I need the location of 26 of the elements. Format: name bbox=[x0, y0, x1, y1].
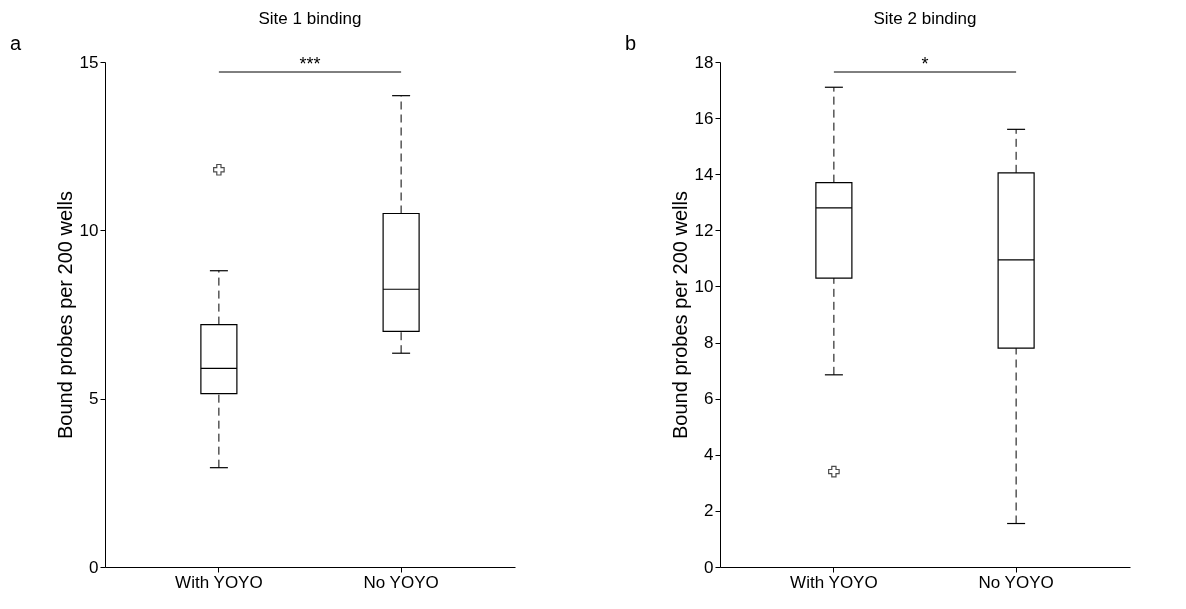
y-tick-label: 14 bbox=[694, 164, 714, 184]
y-tick-label: 5 bbox=[89, 389, 99, 409]
y-tick-label: 10 bbox=[694, 276, 714, 296]
y-tick-label: 6 bbox=[704, 389, 714, 409]
y-axis-title: Bound probes per 200 wells bbox=[53, 191, 76, 439]
y-tick-label: 10 bbox=[79, 220, 99, 240]
y-tick-label: 0 bbox=[704, 557, 714, 577]
chart-title: Site 1 binding bbox=[258, 9, 362, 28]
y-tick-label: 12 bbox=[694, 220, 714, 240]
chart-title: Site 2 binding bbox=[873, 9, 977, 28]
text: a bbox=[10, 32, 22, 54]
y-axis-title: Bound probes per 200 wells bbox=[668, 191, 691, 439]
text: b bbox=[625, 32, 637, 54]
x-tick-label: With YOYO bbox=[790, 572, 878, 592]
x-tick-label: No YOYO bbox=[363, 572, 439, 592]
y-tick-label: 0 bbox=[89, 557, 99, 577]
y-tick-label: 15 bbox=[79, 52, 99, 72]
y-tick-label: 18 bbox=[694, 52, 714, 72]
y-tick-label: 2 bbox=[704, 501, 714, 521]
x-tick-label: With YOYO bbox=[175, 572, 263, 592]
x-tick-label: No YOYO bbox=[978, 572, 1054, 592]
y-tick-label: 16 bbox=[694, 108, 714, 128]
annotation: *** bbox=[299, 54, 321, 74]
y-tick-label: 4 bbox=[704, 445, 714, 465]
annotation: * bbox=[921, 54, 929, 74]
y-tick-label: 8 bbox=[704, 333, 714, 353]
